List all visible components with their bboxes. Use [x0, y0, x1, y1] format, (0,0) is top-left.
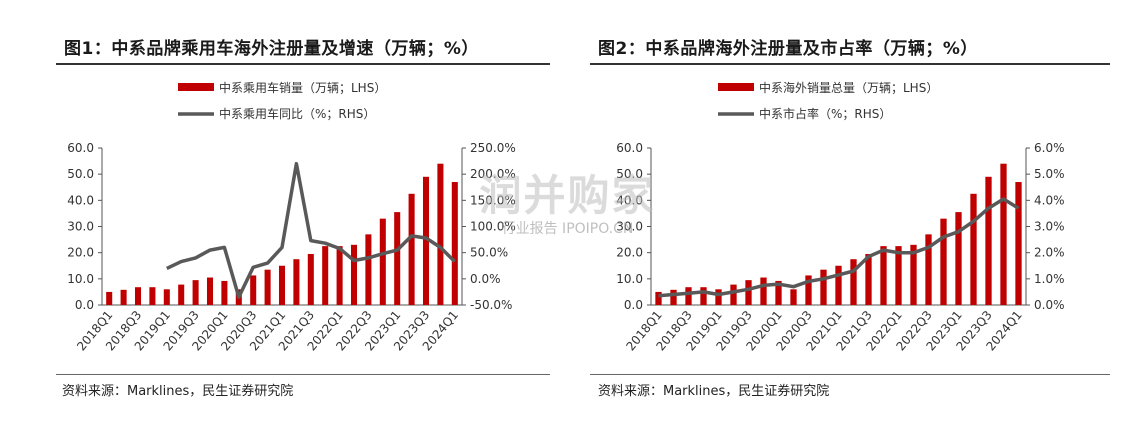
- series-line: [166, 161, 457, 299]
- bar: [790, 289, 797, 305]
- right-tick-label: 250.0%: [470, 141, 516, 155]
- bar: [730, 284, 737, 305]
- left-tick-label: 60.0: [67, 141, 94, 155]
- figure-2-title-rule: [590, 63, 1110, 65]
- bar: [865, 253, 872, 305]
- left-tick-label: 10.0: [616, 272, 643, 286]
- bar: [670, 289, 677, 305]
- legend-bar-label: 中系海外销量总量（万辆；LHS）: [759, 80, 938, 95]
- right-tick-label: 4.0%: [1034, 193, 1065, 207]
- bar: [278, 265, 286, 305]
- figure-2-title: 图2：中系品牌海外注册量及市占率（万辆；%）: [598, 39, 978, 59]
- right-tick-label: 5.0%: [1034, 167, 1065, 181]
- bar: [955, 212, 962, 305]
- bar: [655, 291, 662, 305]
- bar: [163, 289, 170, 305]
- right-tick-label: 150.0%: [470, 193, 516, 207]
- bar: [394, 212, 401, 305]
- bar: [451, 182, 458, 305]
- left-tick-label: 20.0: [67, 246, 94, 260]
- bar: [322, 246, 329, 305]
- bar: [925, 234, 932, 305]
- bar: [120, 289, 127, 305]
- bar: [149, 287, 156, 305]
- figure-2-source: 资料来源：Marklines，民生证券研究院: [598, 384, 830, 399]
- bar: [880, 246, 887, 305]
- bar: [365, 234, 372, 305]
- figure-1-chart: 中系乘用车销量（万辆；LHS） 中系乘用车同比（%；RHS） 0.0 10.0 20.0…: [67, 80, 516, 353]
- right-tick-label: 0.0%: [470, 272, 501, 286]
- bar: [700, 287, 707, 305]
- figure-1-title-rule: [56, 63, 550, 65]
- bar: [408, 193, 415, 305]
- legend-bar-swatch: [178, 83, 214, 91]
- right-tick-label: 2.0%: [1034, 246, 1065, 260]
- figure-1: 图1：中系品牌乘用车海外注册量及增速（万辆；%） 中系乘用车销量（万辆；LHS）…: [0, 0, 560, 423]
- left-tick-label: 40.0: [67, 193, 94, 207]
- right-tick-label: 50.0%: [470, 246, 508, 260]
- figure-2: 图2：中系品牌海外注册量及市占率（万辆；%） 中系海外销量总量（万辆；LHS）中…: [580, 0, 1135, 423]
- right-tick-label: 0.0%: [1034, 298, 1065, 312]
- legend-bar-swatch: [718, 83, 754, 91]
- figure-1-title: 图1：中系品牌乘用车海外注册量及增速（万辆；%）: [64, 39, 479, 59]
- legend-line-label: 中系市占率（%；RHS）: [759, 106, 891, 121]
- bar: [850, 259, 857, 305]
- bar: [379, 218, 386, 305]
- bar: [805, 275, 812, 305]
- bar: [350, 244, 358, 305]
- bar: [895, 246, 902, 305]
- series-line: [658, 197, 1020, 298]
- bar: [820, 269, 827, 305]
- bar: [293, 259, 300, 305]
- left-tick-label: 20.0: [616, 246, 643, 260]
- right-tick-label: 6.0%: [1034, 141, 1065, 155]
- bar: [264, 269, 271, 305]
- bar: [835, 265, 842, 305]
- legend-line-label: 中系乘用车同比（%；RHS）: [219, 106, 375, 121]
- right-tick-label: 100.0%: [470, 220, 516, 234]
- bar: [940, 218, 947, 305]
- left-tick-label: 50.0: [616, 167, 643, 181]
- left-tick-label: 50.0: [67, 167, 94, 181]
- bar: [307, 253, 314, 305]
- right-tick-label: 1.0%: [1034, 272, 1065, 286]
- bar: [760, 277, 767, 305]
- bar: [985, 176, 992, 305]
- figure-1-source: 资料来源：Marklines，民生证券研究院: [62, 384, 294, 399]
- bar: [206, 277, 214, 305]
- figure-2-source-rule: [590, 374, 1110, 375]
- left-tick-label: 30.0: [67, 220, 94, 234]
- legend: 中系海外销量总量（万辆；LHS） 中系市占率（%；RHS）: [718, 80, 938, 121]
- bar: [336, 246, 343, 305]
- bar: [134, 287, 142, 305]
- bar: [970, 193, 977, 305]
- bar: [715, 289, 722, 305]
- left-tick-label: 40.0: [616, 193, 643, 207]
- bar: [745, 280, 752, 305]
- bar: [250, 275, 257, 305]
- right-tick-label: -50.0%: [470, 298, 512, 312]
- bar: [685, 287, 692, 305]
- left-tick-label: 10.0: [67, 272, 94, 286]
- bar: [178, 284, 185, 305]
- right-tick-label: 200.0%: [470, 167, 516, 181]
- bar: [1015, 182, 1022, 305]
- right-tick-label: 3.0%: [1034, 220, 1065, 234]
- left-tick-label: 0.0: [75, 298, 94, 312]
- bar: [106, 291, 113, 305]
- left-tick-label: 0.0: [624, 298, 643, 312]
- figure-2-chart: 中系海外销量总量（万辆；LHS） 中系市占率（%；RHS） 0.0 10.0 20.0 3…: [616, 80, 1065, 353]
- bar: [437, 163, 444, 305]
- legend-bar-label: 中系乘用车销量（万辆；LHS）: [219, 80, 386, 95]
- legend: 中系乘用车销量（万辆；LHS） 中系乘用车同比（%；RHS）: [178, 80, 386, 121]
- left-tick-label: 30.0: [616, 220, 643, 234]
- bar: [221, 280, 228, 305]
- left-tick-label: 60.0: [616, 141, 643, 155]
- figure-1-source-rule: [56, 374, 550, 375]
- bar: [422, 176, 430, 305]
- bar: [775, 280, 782, 305]
- bar: [1000, 163, 1007, 305]
- bar: [192, 280, 199, 305]
- bar: [910, 244, 917, 305]
